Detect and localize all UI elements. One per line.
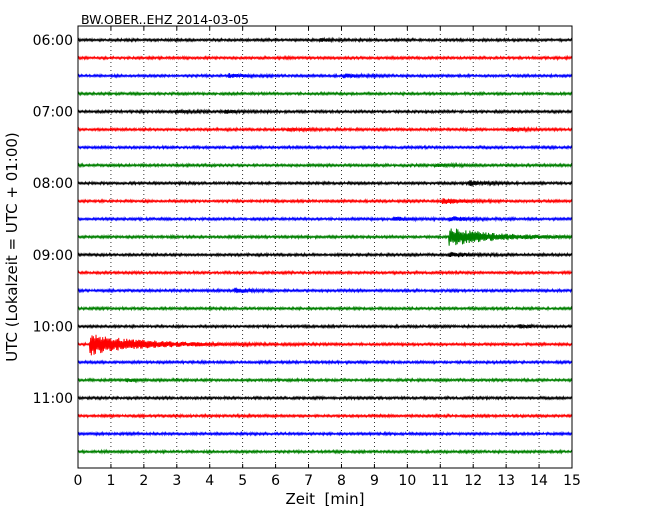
- x-tick-label: 7: [304, 473, 313, 489]
- y-tick-label: 09:00: [33, 248, 73, 264]
- seismic-trace: [77, 251, 573, 258]
- seismic-trace: [77, 430, 573, 438]
- seismic-trace: [77, 376, 573, 384]
- grid-layer: [110, 26, 540, 468]
- y-tick-label: 08:00: [33, 176, 73, 192]
- seismic-trace: [77, 305, 573, 312]
- y-axis-label: UTC (Lokalzeit = UTC + 01:00): [3, 132, 21, 362]
- seismic-trace: [77, 54, 573, 62]
- x-tick-label: 9: [370, 473, 379, 489]
- x-tick-label: 13: [497, 473, 515, 489]
- x-tick-label: 1: [106, 473, 115, 489]
- x-tick-label: 3: [172, 473, 181, 489]
- x-tick-label: 15: [563, 473, 581, 489]
- x-tick-label: 0: [74, 473, 83, 489]
- x-tick-label: 14: [530, 473, 548, 489]
- x-tick-label: 5: [238, 473, 247, 489]
- seismic-trace: [77, 448, 573, 455]
- y-axis: 06:00 07:00 08:00 09:00 10:00 11:00: [33, 33, 572, 407]
- y-tick-label: 07:00: [33, 105, 73, 121]
- seismic-trace: [77, 359, 573, 366]
- x-axis-label: Zeit [min]: [285, 490, 364, 508]
- seismic-trace: [77, 36, 573, 44]
- seismic-trace: [77, 287, 573, 295]
- traces-layer: [77, 36, 573, 455]
- seismic-trace: [77, 144, 573, 151]
- x-tick-label: 6: [271, 473, 280, 489]
- seismic-trace: [77, 197, 573, 205]
- y-tick-label: 10:00: [33, 319, 73, 335]
- x-tick-label: 8: [337, 473, 346, 489]
- y-tick-label: 11:00: [33, 391, 73, 407]
- seismic-trace: [77, 412, 573, 419]
- seismic-trace: [77, 90, 573, 97]
- chart-title: BW.OBER..EHZ 2014-03-05: [81, 12, 249, 27]
- x-tick-label: 4: [205, 473, 214, 489]
- seismic-trace: [77, 72, 573, 80]
- seismic-trace: [77, 108, 573, 116]
- x-tick-label: 11: [431, 473, 449, 489]
- seismic-trace: [77, 161, 573, 169]
- seismic-trace: [77, 179, 573, 187]
- seismic-trace: [77, 334, 573, 356]
- seismic-trace: [77, 323, 573, 330]
- y-tick-label: 06:00: [33, 33, 73, 49]
- x-tick-label: 2: [139, 473, 148, 489]
- seismic-trace: [77, 395, 573, 402]
- seismic-trace: [77, 269, 573, 276]
- x-axis: 0 1 2 3 4 5 6 7 8 9 10 11 12 13 14 15: [74, 26, 581, 489]
- x-tick-label: 12: [464, 473, 482, 489]
- plot-area-frame: [77, 25, 573, 469]
- x-tick-label: 10: [398, 473, 416, 489]
- seismic-trace: [77, 126, 573, 133]
- seismic-trace: [77, 228, 573, 246]
- seismic-trace: [77, 215, 573, 223]
